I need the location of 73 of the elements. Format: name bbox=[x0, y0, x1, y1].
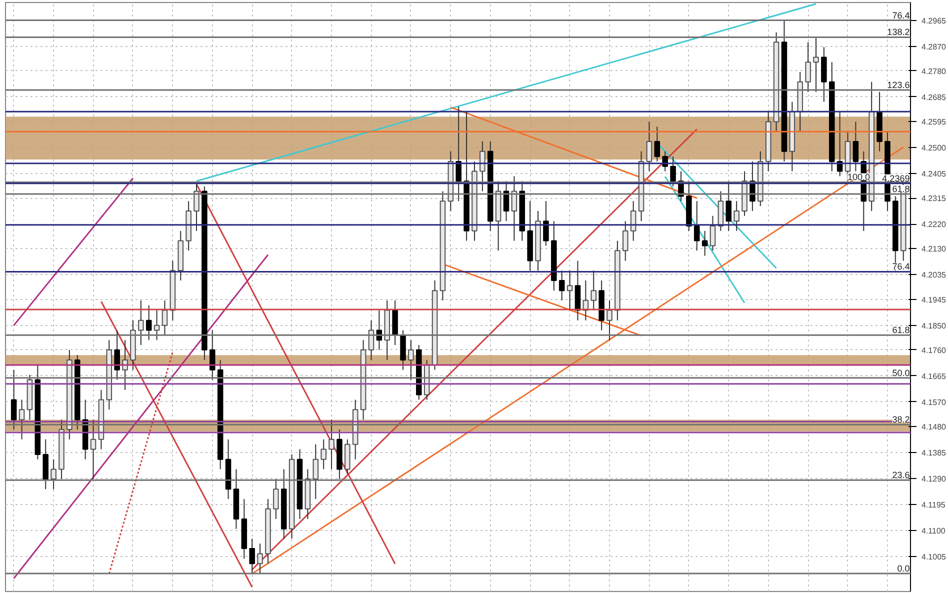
y-tick-label: 4.1570 bbox=[922, 398, 947, 407]
candlestick bbox=[646, 121, 652, 172]
y-tick-label: 4.1385 bbox=[922, 448, 947, 458]
candlestick bbox=[312, 444, 319, 500]
candlestick bbox=[654, 126, 660, 162]
y-tick-label: 4.2220 bbox=[922, 220, 947, 230]
y-tick-label: 4.1195 bbox=[922, 500, 946, 510]
y-tick-label: 4.1945 bbox=[922, 295, 947, 304]
candlestick bbox=[590, 270, 596, 311]
y-tick-label: 4.1100 bbox=[922, 526, 946, 536]
candlestick bbox=[328, 419, 334, 470]
y-tick-label: 4.2870 bbox=[922, 42, 947, 52]
candlestick bbox=[114, 330, 120, 380]
annotation: 0.0 bbox=[897, 563, 910, 574]
y-tick-label: 4.2500 bbox=[922, 143, 947, 152]
candlestick bbox=[670, 156, 676, 187]
candlestick bbox=[122, 340, 128, 390]
y-tick-label: 4.2130 bbox=[922, 244, 947, 254]
candlestick bbox=[249, 538, 255, 574]
annotation: 23.6 bbox=[892, 470, 910, 480]
annotation: 76.4 bbox=[892, 10, 910, 20]
candlestick bbox=[154, 310, 160, 341]
annotation: 138.2 bbox=[887, 27, 910, 38]
candlestick bbox=[138, 300, 144, 346]
candlestick bbox=[813, 36, 819, 92]
candlestick bbox=[50, 458, 56, 490]
annotation: 50.0 bbox=[892, 368, 910, 378]
candlestick bbox=[210, 330, 216, 380]
y-tick-label: 4.2965 bbox=[922, 16, 947, 26]
candlestick bbox=[273, 478, 279, 520]
candlestick bbox=[162, 300, 168, 336]
y-tick-label: 4.2685 bbox=[922, 92, 947, 102]
candlestick bbox=[456, 106, 462, 202]
y-tick-label: 4.2035 bbox=[922, 270, 947, 280]
candlestick bbox=[18, 399, 25, 440]
candlestick bbox=[257, 543, 263, 574]
candlestick bbox=[566, 270, 573, 311]
annotation: 123.6 bbox=[887, 80, 910, 90]
y-tick-label: 4.1480 bbox=[922, 422, 947, 432]
candlestick bbox=[146, 304, 152, 341]
y-tick-label: 4.1665 bbox=[922, 372, 947, 381]
annotation: 61.8 bbox=[892, 325, 910, 336]
y-tick-label: 4.2315 bbox=[922, 194, 947, 204]
candlestick bbox=[622, 220, 628, 262]
candlestick bbox=[368, 320, 374, 361]
y-tick-label: 4.1850 bbox=[922, 321, 947, 330]
candlestick bbox=[606, 300, 612, 341]
candlestick bbox=[90, 419, 96, 480]
candlestick bbox=[734, 200, 740, 232]
y-tick-label: 4.1005 bbox=[922, 552, 947, 562]
candlestick bbox=[320, 438, 326, 470]
candlestick bbox=[480, 140, 486, 192]
candlestick bbox=[194, 184, 200, 232]
candlestick bbox=[558, 270, 565, 301]
annotation: 100.0 bbox=[847, 172, 870, 182]
candlestick bbox=[408, 340, 414, 380]
candlestick bbox=[702, 230, 708, 256]
annotation: 38.2 bbox=[892, 414, 910, 425]
candlestick bbox=[852, 121, 859, 172]
y-tick-label: 4.2405 bbox=[922, 169, 947, 178]
y-tick-label: 4.2595 bbox=[922, 118, 947, 127]
candlestick bbox=[694, 200, 700, 252]
y-tick-label: 4.2780 bbox=[922, 66, 947, 76]
candlestick bbox=[726, 180, 732, 232]
y-tick-label: 4.1290 bbox=[922, 474, 947, 484]
candlestick bbox=[10, 369, 17, 430]
candlestick bbox=[710, 215, 716, 252]
y-tick-label: 4.1760 bbox=[922, 346, 947, 355]
annotation: 76.4 bbox=[892, 262, 910, 272]
annotation: 61.8 bbox=[892, 184, 910, 194]
candlestick bbox=[543, 200, 549, 246]
ref-line-label: 4.2369 bbox=[882, 173, 910, 184]
candlestick bbox=[805, 42, 811, 92]
